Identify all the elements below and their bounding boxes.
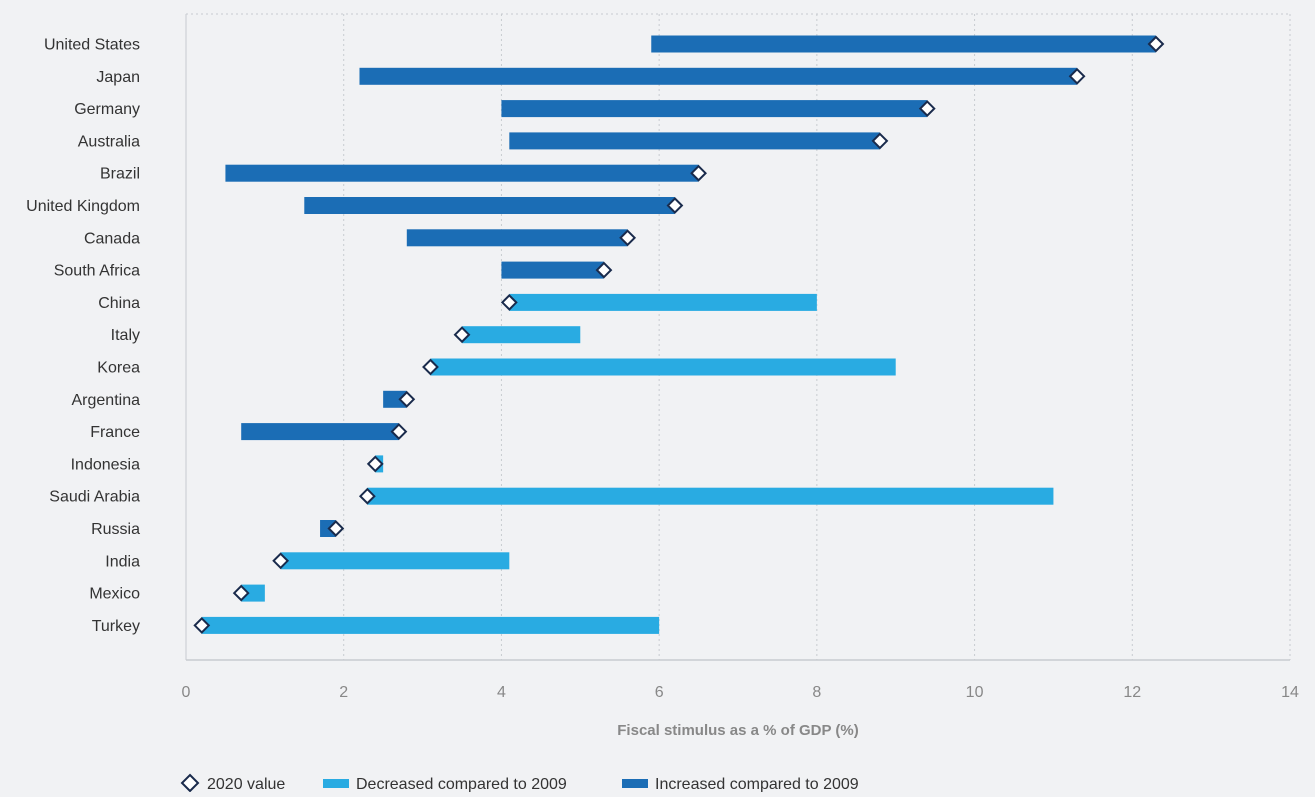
category-label: Saudi Arabia xyxy=(49,489,140,506)
category-label: United States xyxy=(44,37,140,54)
category-label: Mexico xyxy=(89,586,140,603)
value-2020-marker xyxy=(690,164,707,182)
category-label: United Kingdom xyxy=(26,198,140,215)
range-bar xyxy=(406,229,628,247)
category-label: China xyxy=(98,295,140,312)
range-bar xyxy=(241,423,399,441)
category-label: Italy xyxy=(111,327,140,344)
value-2020-marker xyxy=(619,229,637,247)
category-label: Argentina xyxy=(72,392,141,409)
legend-decreased-swatch xyxy=(323,779,349,788)
range-bar xyxy=(651,35,1156,53)
range-bar xyxy=(430,358,896,376)
range-bar xyxy=(462,326,581,344)
range-bar xyxy=(304,197,675,214)
x-tick-label: 2 xyxy=(339,684,348,701)
marker-layer xyxy=(193,35,1165,634)
x-tick-label: 14 xyxy=(1281,684,1299,701)
x-tick-label: 0 xyxy=(182,684,191,701)
value-2020-marker xyxy=(871,132,889,150)
x-tick-label: 8 xyxy=(812,684,821,701)
value-2020-marker xyxy=(1147,35,1165,53)
category-label: Germany xyxy=(74,101,140,118)
value-2020-marker xyxy=(918,100,936,118)
label-layer: 0 2 4 6 8 10 12 14 United States Japan Germany Aust… xyxy=(26,37,1299,702)
value-2020-marker xyxy=(453,326,471,344)
x-axis-title: Fiscal stimulus as a % of GDP (%) xyxy=(617,722,858,739)
range-bar xyxy=(509,132,880,150)
legend: 2020 value Decreased compared to 2009 In… xyxy=(180,773,859,793)
x-tick-label: 10 xyxy=(966,684,984,701)
category-label: Japan xyxy=(96,69,140,86)
category-label: South Africa xyxy=(54,263,140,280)
value-2020-marker xyxy=(327,520,345,537)
range-bar xyxy=(280,552,510,570)
value-2020-marker xyxy=(232,584,250,602)
range-bar xyxy=(509,293,817,311)
category-label: Russia xyxy=(91,521,140,538)
range-bar xyxy=(201,616,660,634)
value-2020-marker xyxy=(390,423,408,441)
x-tick-label: 4 xyxy=(497,684,506,701)
value-2020-marker xyxy=(500,293,518,311)
range-bar xyxy=(359,67,1078,85)
category-label: France xyxy=(90,424,140,441)
bar-layer xyxy=(201,35,1156,634)
range-bar xyxy=(383,390,407,408)
value-2020-marker xyxy=(1068,67,1086,85)
value-2020-marker xyxy=(398,390,416,408)
category-label: Turkey xyxy=(92,618,140,635)
value-2020-marker xyxy=(422,358,439,376)
category-label: Korea xyxy=(97,360,140,377)
range-bar xyxy=(501,261,604,279)
range-bar xyxy=(225,164,699,182)
category-label: Brazil xyxy=(100,166,140,183)
value-2020-marker xyxy=(666,197,684,214)
legend-marker-label: 2020 value xyxy=(207,776,285,792)
category-label: India xyxy=(105,553,140,570)
x-tick-label: 12 xyxy=(1123,684,1141,701)
value-2020-marker xyxy=(358,487,376,505)
range-bar xyxy=(241,584,265,602)
range-bar xyxy=(501,100,928,118)
category-label: Indonesia xyxy=(71,456,140,473)
category-label: Australia xyxy=(78,133,140,150)
x-tick-label: 6 xyxy=(655,684,664,701)
value-2020-marker xyxy=(366,455,384,473)
value-2020-marker xyxy=(193,616,211,634)
legend-marker-swatch xyxy=(180,773,200,793)
legend-increased-swatch xyxy=(622,779,648,788)
category-label: Canada xyxy=(84,230,140,247)
legend-decreased-label: Decreased compared to 2009 xyxy=(356,776,567,792)
range-bar xyxy=(367,487,1054,505)
value-2020-marker xyxy=(595,261,613,279)
legend-increased-label: Increased compared to 2009 xyxy=(655,776,859,792)
grid-layer xyxy=(185,13,1291,661)
value-2020-marker xyxy=(272,552,290,570)
